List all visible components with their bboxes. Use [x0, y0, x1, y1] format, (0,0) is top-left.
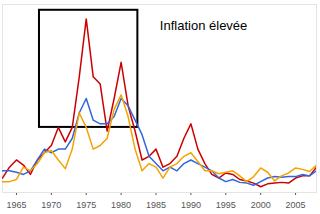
- svg-text:1985: 1985: [146, 200, 166, 210]
- svg-text:1965: 1965: [6, 200, 26, 210]
- svg-text:2000: 2000: [251, 200, 271, 210]
- svg-text:1970: 1970: [41, 200, 61, 210]
- svg-text:1995: 1995: [216, 200, 236, 210]
- svg-text:1975: 1975: [76, 200, 96, 210]
- svg-text:Inflation élevée: Inflation élevée: [160, 18, 247, 33]
- svg-text:2005: 2005: [286, 200, 306, 210]
- svg-text:1990: 1990: [181, 200, 201, 210]
- svg-text:1980: 1980: [111, 200, 131, 210]
